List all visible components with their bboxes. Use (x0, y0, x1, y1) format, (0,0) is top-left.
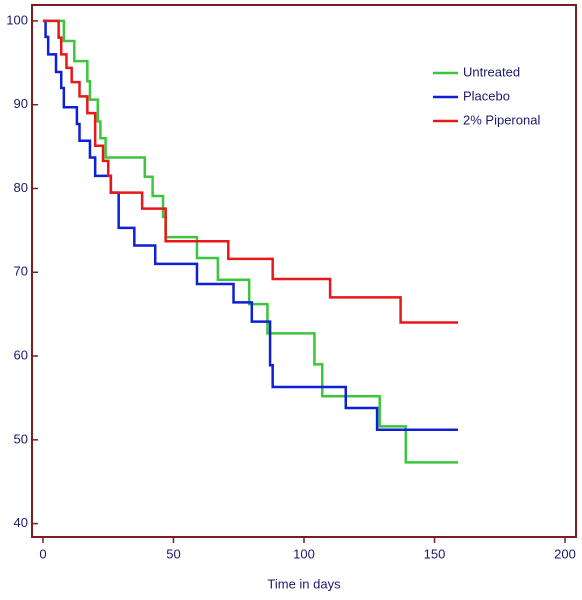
y-tick-label: 80 (14, 180, 28, 195)
series-line (42, 19, 459, 464)
legend-label: Placebo (463, 88, 510, 103)
x-tick-label: 0 (39, 546, 46, 561)
y-tick-label: 70 (14, 264, 28, 279)
x-tick-label: 200 (554, 546, 576, 561)
x-tick-label: 150 (424, 546, 446, 561)
y-tick-label: 90 (14, 96, 28, 111)
x-axis-label: Time in days (267, 576, 341, 591)
y-tick-label: 50 (14, 431, 28, 446)
series-line (42, 19, 459, 324)
series-line (42, 19, 459, 432)
plot-frame (31, 4, 577, 538)
y-tick-label: 60 (14, 347, 28, 362)
legend-label: Untreated (463, 64, 520, 79)
y-tick-label: 100 (6, 12, 28, 27)
x-tick-label: 100 (293, 546, 315, 561)
y-tick-label: 40 (14, 515, 28, 530)
legend-label: 2% Piperonal (463, 112, 540, 127)
x-tick-label: 50 (166, 546, 180, 561)
